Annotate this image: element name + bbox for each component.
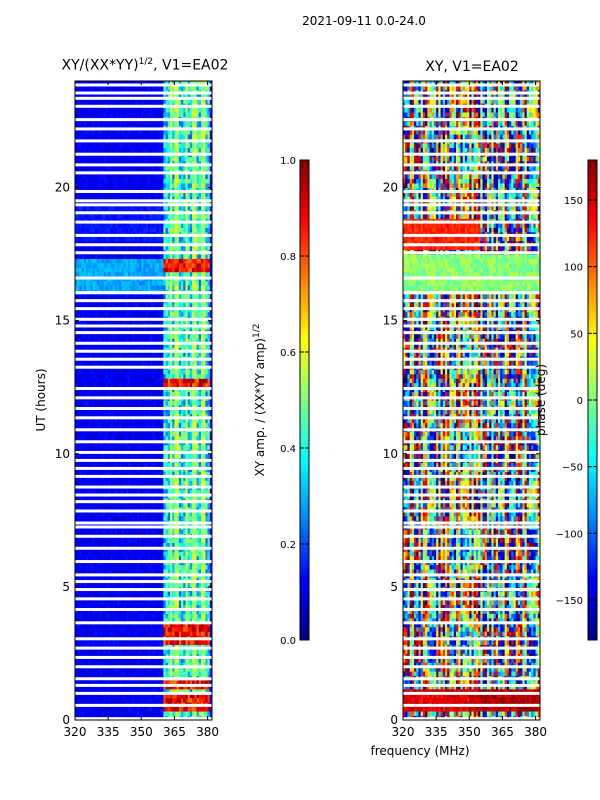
y-tick-label: 5: [62, 580, 70, 594]
phase-flagged-rows: [403, 83, 540, 721]
phase-colorbar-gradient: [588, 160, 597, 641]
colorbar-tick-label: 0.0: [280, 636, 296, 647]
phase-title: XY, V1=EA02: [425, 59, 519, 75]
amplitude-title: XY/(XX*YY)1/2, V1=EA02: [61, 57, 229, 74]
phase-colorbar-label: phase (deg): [534, 364, 548, 436]
phase-axis-ticks: 320 335 350 365 380 0 5 10 15 20: [383, 81, 547, 739]
colorbar-tick-label: −150: [556, 596, 583, 607]
y-tick-label: 20: [55, 181, 70, 195]
colorbar-tick-label: 0.8: [280, 252, 296, 263]
y-tick-label: 10: [383, 447, 398, 461]
x-tick-label: 335: [97, 725, 120, 739]
amplitude-colorbar-gradient: [300, 160, 309, 641]
x-tick-label: 365: [163, 725, 186, 739]
y-tick-label: 20: [383, 181, 398, 195]
amplitude-heatmap: [75, 81, 213, 721]
colorbar-tick-label: 50: [570, 329, 583, 340]
panel-amplitude: 320 335 350 365 380 0 5 10 15 20 UT (hours): [34, 80, 219, 739]
colorbar-tick-label: −100: [556, 529, 583, 540]
x-tick-label: 335: [425, 725, 448, 739]
colorbar-tick-label: 0.2: [280, 540, 296, 551]
y-tick-label: 10: [55, 447, 70, 461]
x-tick-label: 320: [392, 725, 415, 739]
x-tick-label: 380: [524, 725, 547, 739]
panel-phase: 320 335 350 365 380 0 5 10 15 20 frequency (MHz): [370, 80, 547, 758]
amplitude-axis-ticks: 320 335 350 365 380 0 5 10 15 20: [55, 81, 219, 739]
amplitude-colorbar-frame: [299, 159, 310, 641]
colorbar-tick-label: 0.6: [280, 348, 296, 359]
phase-plot-frame: [402, 80, 541, 721]
amplitude-colorbar-ticks: 0.0 0.2 0.4 0.6 0.8 1.0: [280, 156, 309, 647]
colorbar-tick-label: 0.4: [280, 444, 296, 455]
colorbar-tick-label: 0: [577, 396, 583, 407]
phase-xlabel: frequency (MHz): [370, 744, 469, 758]
amplitude-colorbar: 0.0 0.2 0.4 0.6 0.8 1.0 XY amp. / (XX*YY amp)…: [252, 156, 310, 647]
amplitude-plot-frame: [74, 80, 213, 721]
figure-title: 2021-09-11 0.0-24.0: [302, 14, 426, 28]
phase-colorbar-ticks: 150 100 50 0 −50 −100 −150: [556, 196, 597, 607]
y-tick-label: 0: [390, 713, 398, 727]
y-tick-label: 0: [62, 713, 70, 727]
colorbar-tick-label: 100: [564, 263, 583, 274]
phase-colorbar: 150 100 50 0 −50 −100 −150 phase (deg): [534, 159, 598, 641]
x-tick-label: 350: [130, 725, 153, 739]
amplitude-flagged-rows: [75, 83, 212, 721]
y-tick-label: 15: [55, 314, 70, 328]
x-tick-label: 380: [196, 725, 219, 739]
amplitude-colorbar-label: XY amp. / (XX*YY amp)1/2: [252, 324, 267, 477]
colorbar-tick-label: 1.0: [280, 156, 296, 167]
colorbar-tick-label: −50: [562, 463, 583, 474]
colorbar-tick-label: 150: [564, 196, 583, 207]
x-tick-label: 320: [64, 725, 87, 739]
x-tick-label: 365: [491, 725, 514, 739]
amplitude-ylabel: UT (hours): [34, 368, 48, 431]
y-tick-label: 15: [383, 314, 398, 328]
x-tick-label: 350: [458, 725, 481, 739]
y-tick-label: 5: [390, 580, 398, 594]
phase-heatmap: [403, 81, 541, 721]
